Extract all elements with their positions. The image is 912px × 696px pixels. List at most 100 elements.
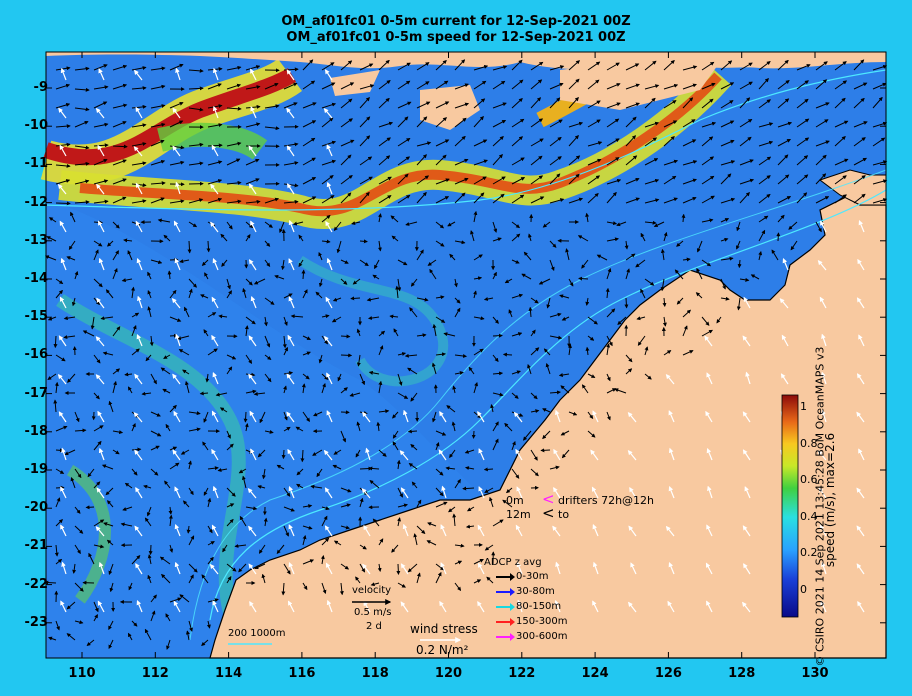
current-arrow: [528, 306, 533, 318]
current-arrow: [682, 257, 691, 262]
current-arrow: [188, 107, 204, 112]
wind-stress-arrow: [250, 68, 257, 81]
current-arrow: [396, 459, 401, 470]
current-arrow: [283, 316, 288, 326]
current-arrow: [112, 178, 127, 185]
current-arrow: [340, 82, 355, 90]
current-arrow: [585, 212, 590, 223]
current-arrow: [333, 449, 342, 455]
current-arrow: [443, 332, 456, 337]
current-arrow: [283, 525, 289, 537]
current-arrow: [508, 309, 513, 318]
current-arrow: [701, 175, 715, 185]
current-arrow: [100, 316, 114, 321]
current-arrow: [226, 576, 232, 584]
current-arrow: [739, 136, 752, 147]
y-tick-label: -15: [24, 309, 49, 325]
current-arrow: [93, 220, 103, 225]
current-arrow: [483, 467, 494, 472]
current-arrow: [404, 353, 418, 358]
wind-stress-arrow: [817, 450, 827, 461]
current-arrow: [359, 191, 370, 204]
wind-stress-arrow: [742, 335, 751, 347]
wind-stress-arrow: [96, 297, 105, 309]
wind-stress-arrow: [477, 410, 485, 423]
current-arrow: [85, 505, 95, 510]
wind-stress-arrow: [515, 448, 523, 461]
current-arrow: [432, 323, 437, 337]
current-arrow: [150, 610, 156, 622]
current-arrow: [63, 335, 76, 340]
current-arrow: [340, 334, 351, 339]
wind-stress-arrow: [58, 411, 67, 423]
current-arrow: [530, 329, 536, 337]
current-arrow: [93, 240, 103, 247]
wind-stress-arrow: [175, 333, 181, 347]
wind-stress-arrow: [57, 183, 67, 195]
current-arrow: [131, 555, 141, 565]
current-arrow: [207, 497, 212, 508]
current-arrow: [568, 173, 580, 185]
current-arrow: [644, 84, 660, 90]
current-arrow: [188, 427, 201, 432]
current-arrow: [492, 65, 508, 71]
wind-stress-arrow: [58, 107, 67, 119]
wind-stress-arrow: [172, 145, 181, 157]
current-arrow: [484, 544, 494, 551]
current-arrow: [568, 60, 580, 71]
wind-stress-arrow: [212, 258, 219, 271]
current-arrow: [696, 267, 703, 280]
current-arrow: [302, 535, 307, 546]
current-arrow: [391, 235, 399, 242]
wind-legend-title: wind stress: [410, 622, 478, 636]
current-arrow: [427, 522, 437, 527]
current-arrow: [568, 135, 579, 147]
land-island: [560, 60, 720, 110]
current-arrow: [44, 255, 57, 261]
current-arrow: [565, 248, 570, 261]
current-arrow: [625, 135, 637, 147]
current-arrow: [123, 238, 133, 243]
current-arrow: [511, 97, 523, 109]
current-arrow: [283, 142, 299, 147]
x-tick-label: 112: [141, 666, 169, 681]
current-arrow: [168, 506, 173, 515]
current-arrow: [663, 59, 675, 71]
current-arrow: [467, 506, 475, 512]
wind-stress-arrow: [97, 144, 105, 157]
current-arrow: [93, 278, 103, 288]
current-arrow: [549, 156, 562, 166]
current-arrow: [321, 140, 337, 147]
current-arrow: [409, 307, 418, 318]
current-arrow: [682, 139, 697, 147]
wind-stress-arrow: [134, 373, 143, 385]
current-arrow: [378, 330, 386, 337]
current-arrow: [206, 620, 211, 629]
current-arrow: [454, 307, 461, 318]
current-arrow: [283, 371, 294, 376]
eddy-band: [66, 464, 111, 604]
current-arrow: [644, 121, 660, 128]
current-arrow: [263, 316, 268, 327]
current-arrow: [701, 156, 715, 166]
current-arrow: [374, 259, 380, 270]
current-arrow: [435, 442, 440, 451]
current-arrow: [244, 325, 249, 337]
wind-stress-arrow: [821, 371, 827, 385]
current-arrow: [758, 61, 771, 71]
current-arrow: [340, 175, 353, 185]
current-arrow: [264, 82, 279, 90]
current-arrow: [93, 179, 109, 185]
current-arrow: [416, 101, 431, 109]
wind-stress-arrow: [60, 257, 67, 271]
current-arrow: [435, 468, 444, 476]
current-arrow: [184, 306, 190, 318]
current-arrow: [606, 118, 620, 128]
current-arrow: [302, 120, 317, 128]
wind-stress-arrow: [665, 373, 675, 385]
current-arrow: [502, 352, 513, 357]
current-arrow: [340, 259, 349, 264]
current-arrow: [545, 362, 551, 375]
wind-stress-arrow: [172, 373, 181, 385]
